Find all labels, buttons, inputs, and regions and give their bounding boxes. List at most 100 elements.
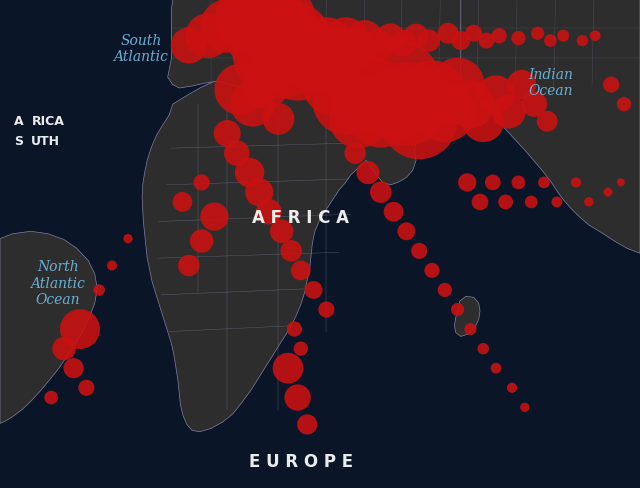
- Point: [372, 42, 383, 50]
- Polygon shape: [454, 297, 480, 337]
- Point: [312, 57, 322, 65]
- Point: [363, 169, 373, 177]
- Point: [196, 238, 207, 245]
- Point: [465, 101, 476, 109]
- Point: [513, 179, 524, 187]
- Point: [353, 116, 364, 123]
- Point: [513, 35, 524, 43]
- Point: [414, 118, 424, 126]
- Point: [606, 81, 616, 89]
- Polygon shape: [168, 0, 640, 98]
- Point: [286, 40, 296, 48]
- Point: [539, 179, 549, 187]
- Point: [340, 99, 351, 106]
- Point: [388, 208, 399, 216]
- Point: [494, 33, 504, 41]
- Point: [123, 235, 133, 243]
- Point: [107, 262, 117, 270]
- Point: [462, 179, 472, 187]
- Point: [280, 13, 290, 21]
- Point: [244, 169, 255, 177]
- Point: [584, 199, 594, 206]
- Point: [46, 394, 56, 402]
- Point: [440, 108, 450, 116]
- Point: [452, 306, 463, 314]
- Polygon shape: [355, 71, 434, 139]
- Point: [59, 345, 69, 353]
- Point: [398, 40, 408, 48]
- Point: [452, 81, 463, 89]
- Point: [558, 33, 568, 41]
- Point: [241, 16, 252, 23]
- Point: [504, 108, 514, 116]
- Point: [443, 30, 453, 38]
- Point: [81, 384, 92, 392]
- Polygon shape: [142, 71, 430, 432]
- Text: A: A: [14, 115, 24, 127]
- Point: [340, 38, 351, 45]
- Text: North
Atlantic
Ocean: North Atlantic Ocean: [30, 260, 85, 306]
- Point: [302, 421, 312, 428]
- Point: [292, 394, 303, 402]
- Point: [427, 91, 437, 99]
- Text: South
Atlantic: South Atlantic: [113, 34, 168, 64]
- Point: [411, 33, 421, 41]
- Point: [209, 213, 220, 221]
- Point: [248, 101, 258, 109]
- Point: [184, 262, 194, 270]
- Point: [500, 199, 511, 206]
- Point: [360, 35, 370, 43]
- Point: [619, 101, 629, 109]
- Point: [491, 365, 501, 372]
- Polygon shape: [461, 0, 640, 254]
- Point: [196, 179, 207, 187]
- Point: [289, 325, 300, 333]
- Point: [203, 33, 213, 41]
- Point: [545, 38, 556, 45]
- Point: [273, 50, 284, 58]
- Point: [273, 116, 284, 123]
- Point: [491, 91, 501, 99]
- Point: [296, 267, 306, 275]
- Point: [388, 81, 399, 89]
- Point: [276, 228, 287, 236]
- Text: S: S: [14, 135, 23, 148]
- Point: [376, 189, 386, 197]
- Point: [478, 118, 488, 126]
- Text: RICA: RICA: [32, 115, 65, 127]
- Point: [321, 42, 332, 50]
- Text: UTH: UTH: [31, 135, 60, 148]
- Point: [94, 286, 104, 294]
- Point: [481, 38, 492, 45]
- Point: [177, 199, 188, 206]
- Point: [302, 47, 312, 55]
- Point: [260, 81, 271, 89]
- Point: [488, 179, 498, 187]
- Point: [331, 52, 341, 60]
- Point: [264, 208, 274, 216]
- Point: [542, 118, 552, 126]
- Point: [376, 108, 386, 116]
- Point: [270, 20, 280, 28]
- Point: [308, 286, 319, 294]
- Point: [235, 86, 245, 94]
- Point: [507, 384, 517, 392]
- Polygon shape: [0, 232, 97, 424]
- Point: [350, 150, 360, 158]
- Point: [475, 199, 485, 206]
- Point: [328, 81, 338, 89]
- Point: [222, 130, 232, 138]
- Point: [385, 35, 396, 43]
- Point: [616, 179, 626, 187]
- Point: [571, 179, 581, 187]
- Point: [232, 150, 242, 158]
- Point: [401, 228, 412, 236]
- Point: [254, 13, 264, 21]
- Point: [465, 325, 476, 333]
- Point: [286, 247, 296, 255]
- Point: [350, 45, 360, 53]
- Point: [414, 247, 424, 255]
- Point: [577, 38, 588, 45]
- Point: [520, 404, 530, 411]
- Point: [552, 199, 562, 206]
